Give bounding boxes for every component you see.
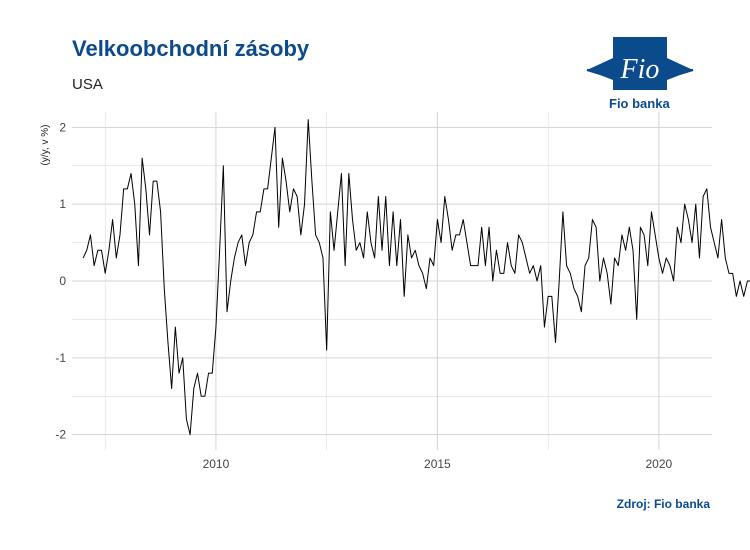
logo-left-point [587,58,613,80]
x-tick-label: 2020 [645,457,672,471]
y-tick-label: -1 [55,351,66,365]
chart-subtitle: USA [72,76,103,93]
logo-label: Fio banka [609,96,670,111]
logo-right-point [667,58,693,80]
logo-mark-text: Fio [620,54,660,85]
x-tick-label: 2010 [203,457,230,471]
y-tick-label: 0 [59,274,66,288]
y-axis-label: (y/y, v %) [40,125,51,166]
chart-title: Velkoobchodní zásoby [72,36,310,61]
y-tick-label: 1 [59,197,66,211]
series-line [82,119,750,436]
fio-banka-logo: Fio [586,37,694,90]
x-tick-label: 2015 [424,457,451,471]
y-tick-label: 2 [59,120,66,134]
y-tick-label: -2 [55,428,66,442]
source-label: Zdroj: Fio banka [616,497,710,511]
logo-square-shape [613,37,667,90]
